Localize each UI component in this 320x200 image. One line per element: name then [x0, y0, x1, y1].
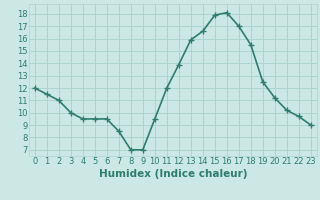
X-axis label: Humidex (Indice chaleur): Humidex (Indice chaleur) — [99, 169, 247, 179]
